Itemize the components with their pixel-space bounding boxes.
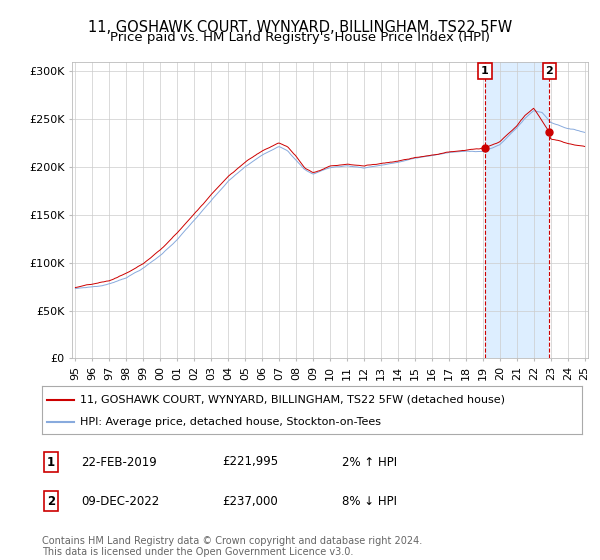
- Text: Price paid vs. HM Land Registry's House Price Index (HPI): Price paid vs. HM Land Registry's House …: [110, 31, 490, 44]
- Text: 11, GOSHAWK COURT, WYNYARD, BILLINGHAM, TS22 5FW: 11, GOSHAWK COURT, WYNYARD, BILLINGHAM, …: [88, 20, 512, 35]
- Text: 2% ↑ HPI: 2% ↑ HPI: [342, 455, 397, 469]
- Text: 2: 2: [47, 494, 55, 508]
- Bar: [485, 62, 550, 358]
- Text: 22-FEB-2019: 22-FEB-2019: [81, 455, 157, 469]
- Text: 09-DEC-2022: 09-DEC-2022: [81, 494, 159, 508]
- Text: £237,000: £237,000: [222, 494, 278, 508]
- Text: £221,995: £221,995: [222, 455, 278, 469]
- Text: Contains HM Land Registry data © Crown copyright and database right 2024.
This d: Contains HM Land Registry data © Crown c…: [42, 535, 422, 557]
- Text: 11, GOSHAWK COURT, WYNYARD, BILLINGHAM, TS22 5FW (detached house): 11, GOSHAWK COURT, WYNYARD, BILLINGHAM, …: [80, 395, 505, 405]
- Text: 2: 2: [545, 66, 553, 76]
- Text: 1: 1: [47, 455, 55, 469]
- Text: 8% ↓ HPI: 8% ↓ HPI: [342, 494, 397, 508]
- Text: 1: 1: [481, 66, 489, 76]
- Text: HPI: Average price, detached house, Stockton-on-Tees: HPI: Average price, detached house, Stoc…: [80, 417, 381, 427]
